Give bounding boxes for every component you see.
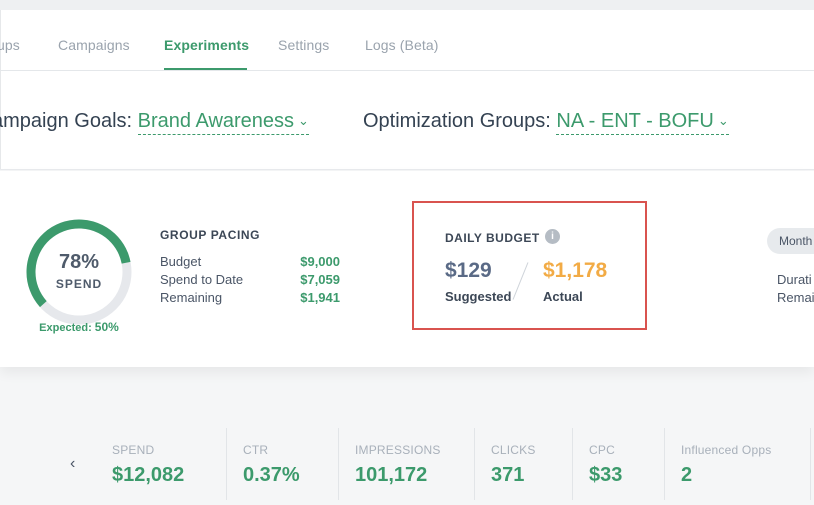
metric-label: CTR	[243, 443, 269, 457]
metric-value: 371	[491, 464, 525, 486]
campaign-goals-dropdown[interactable]: Brand Awareness ⌄	[137, 110, 309, 135]
metric-label: IMPRESSIONS	[355, 443, 441, 457]
metric-influenced-opps: Influenced Opps 2	[664, 428, 810, 500]
active-tab-indicator	[164, 68, 247, 70]
pacing-row: Budget $9,000	[160, 254, 340, 269]
metric-value: 2	[681, 464, 693, 486]
pacing-row: Remaining $1,941	[160, 290, 340, 305]
daily-budget-panel: DAILY BUDGET i $129 Suggested $1,178 Act…	[412, 201, 647, 330]
optimization-groups-value: NA - ENT - BOFU	[556, 110, 714, 132]
daily-budget-title: DAILY BUDGET	[445, 231, 540, 245]
optimization-groups-label: Optimization Groups:	[363, 110, 551, 132]
expected-label: Expected:	[39, 322, 92, 334]
chevron-left-icon[interactable]: ‹	[70, 455, 76, 472]
pacing-label: Remaining	[160, 290, 223, 305]
tab-campaigns[interactable]: Campaigns	[58, 37, 130, 53]
optimization-groups-dropdown[interactable]: NA - ENT - BOFU ⌄	[556, 110, 729, 135]
top-strip	[0, 0, 814, 10]
campaign-goals-value: Brand Awareness	[137, 110, 295, 132]
tab-experiments[interactable]: Experiments	[164, 37, 250, 53]
gauge-fill	[26, 219, 132, 325]
metric-value: 101,172	[355, 464, 428, 486]
metric-clicks: CLICKS 371	[474, 428, 572, 500]
tab-settings[interactable]: Settings	[278, 37, 330, 53]
group-pacing-title: GROUP PACING	[160, 228, 261, 242]
campaign-goals-label: ampaign Goals:	[0, 110, 133, 132]
filter-bar: ampaign Goals: Brand Awareness ⌄ Optimiza…	[0, 72, 814, 170]
chevron-down-icon: ⌄	[298, 113, 309, 128]
chevron-down-icon: ⌄	[717, 113, 729, 128]
duration-label: Durati	[777, 272, 812, 287]
info-icon[interactable]: i	[545, 229, 560, 244]
metric-spend: SPEND $12,082	[96, 428, 226, 500]
suggested-budget-label: Suggested	[445, 289, 512, 304]
metrics-strip: ‹ SPEND $12,082 CTR 0.37% IMPRESSIONS 10…	[0, 418, 814, 505]
campaign-goals-filter: ampaign Goals: Brand Awareness ⌄	[0, 110, 309, 135]
actual-budget-label: Actual	[543, 289, 583, 304]
metric-value: $12,082	[112, 464, 185, 486]
pacing-amount: $1,941	[300, 290, 340, 305]
metric-value: $33	[589, 464, 623, 486]
divider-slash	[512, 262, 529, 300]
pacing-label: Spend to Date	[160, 272, 244, 287]
metric-label: CLICKS	[491, 443, 536, 457]
metric-label: Influenced Opps	[681, 443, 772, 457]
metric-label: CPC	[589, 443, 615, 457]
spend-gauge	[26, 219, 132, 325]
gauge-expected: Expected: 50%	[22, 320, 136, 334]
pacing-label: Budget	[160, 254, 202, 269]
gauge-percent: 78%	[58, 251, 100, 273]
optimization-groups-filter: Optimization Groups: NA - ENT - BOFU ⌄	[363, 110, 729, 135]
metric-value: 0.37%	[243, 464, 300, 486]
remaining-label: Remai	[777, 290, 814, 305]
expected-value: 50%	[94, 320, 119, 334]
tab-bar: ups Campaigns Experiments Settings Logs …	[0, 10, 814, 71]
tab-logs[interactable]: Logs (Beta)	[365, 37, 439, 53]
pacing-card: 78% SPEND Expected: 50% GROUP PACING Bud…	[0, 171, 814, 367]
metric-label: SPEND	[112, 443, 155, 457]
gauge-sublabel: SPEND	[55, 277, 103, 291]
header-panel	[0, 10, 814, 170]
period-toggle-month[interactable]: Month	[767, 228, 814, 254]
metric-cpc: CPC $33	[572, 428, 664, 500]
tab-groups[interactable]: ups	[0, 37, 20, 53]
actual-budget-value: $1,178	[543, 259, 608, 282]
metric-divider	[810, 428, 814, 500]
metric-ctr: CTR 0.37%	[226, 428, 338, 500]
pacing-amount: $7,059	[300, 272, 340, 287]
metric-impressions: IMPRESSIONS 101,172	[338, 428, 474, 500]
pacing-amount: $9,000	[300, 254, 340, 269]
pacing-row: Spend to Date $7,059	[160, 272, 340, 287]
suggested-budget-value: $129	[445, 259, 492, 282]
